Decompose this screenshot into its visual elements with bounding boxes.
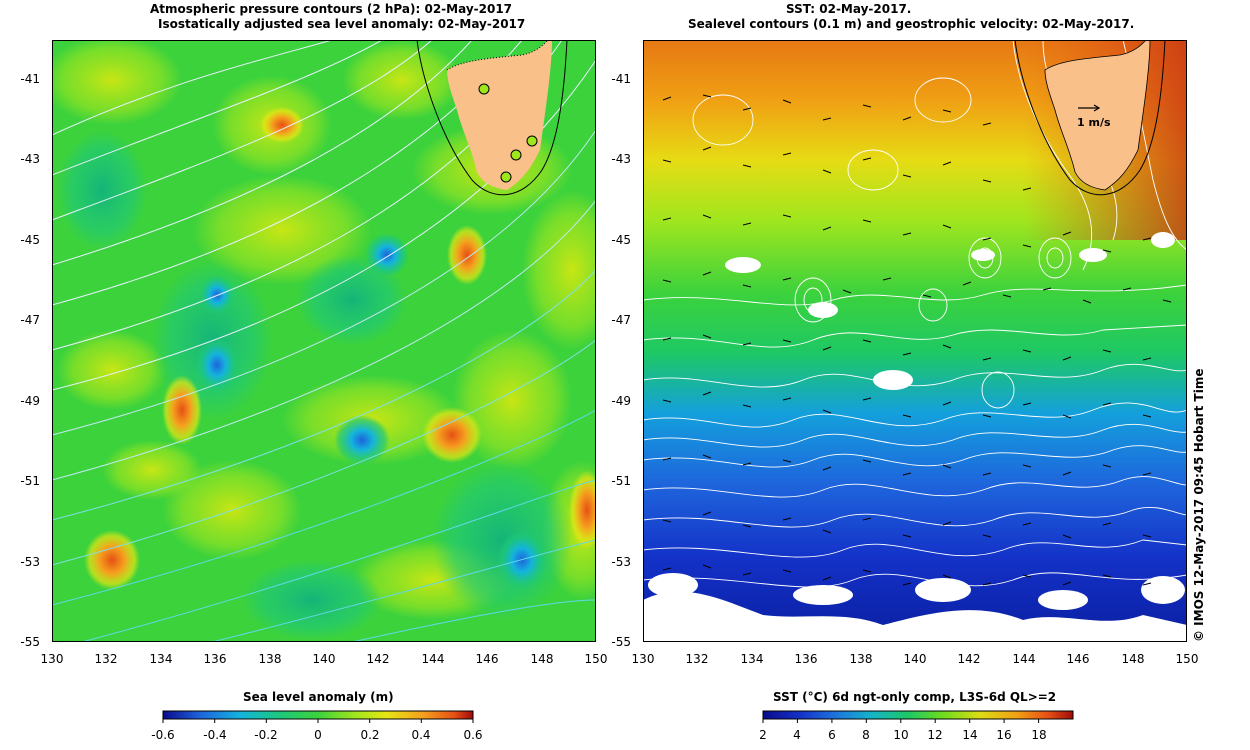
sst-cb-tick: 18 <box>1031 728 1047 742</box>
right-ytick: -43 <box>611 152 631 166</box>
sla-cb-tick: -0.2 <box>254 728 278 742</box>
sla-cb-tick: 0 <box>314 728 322 742</box>
sla-cb-tick: -0.4 <box>203 728 227 742</box>
sla-cb-tick: 0.2 <box>360 728 380 742</box>
right-xtick: 134 <box>740 652 764 666</box>
right-xtick: 142 <box>957 652 981 666</box>
sst-colorbar-label: SST (°C) 6d ngt-only comp, L3S-6d QL>=2 <box>773 690 1057 704</box>
right-ytick: -49 <box>611 394 631 408</box>
sst-cb-tick: 8 <box>862 728 870 742</box>
left-xtick: 140 <box>312 652 336 666</box>
credit-text: © IMOS 12-May-2017 09:45 Hobart Time <box>1192 368 1206 642</box>
sst-cb-tick: 10 <box>893 728 909 742</box>
left-xtick: 138 <box>258 652 282 666</box>
left-xtick: 146 <box>475 652 499 666</box>
left-ytick: -55 <box>20 635 40 649</box>
right-xtick: 140 <box>903 652 927 666</box>
right-xtick: 136 <box>794 652 818 666</box>
sst-cb-tick: 4 <box>793 728 801 742</box>
left-xtick: 148 <box>530 652 554 666</box>
sla-cb-tick: -0.6 <box>151 728 175 742</box>
left-ytick: -47 <box>20 313 40 327</box>
right-xtick: 146 <box>1066 652 1090 666</box>
sst-cb-tick: 6 <box>828 728 836 742</box>
left-xtick: 132 <box>94 652 118 666</box>
right-xtick: 150 <box>1175 652 1199 666</box>
sst-cb-tick: 12 <box>927 728 943 742</box>
left-xtick: 134 <box>149 652 173 666</box>
left-ytick: -49 <box>20 394 40 408</box>
sst-map: 1 m/s <box>643 40 1187 642</box>
right-ytick: -55 <box>611 635 631 649</box>
sla-anomaly-patches <box>52 40 596 640</box>
tasmania-land-sst <box>1014 40 1166 196</box>
velocity-scale-arrow <box>1078 104 1101 112</box>
right-xtick: 144 <box>1012 652 1036 666</box>
right-xtick: 138 <box>849 652 873 666</box>
left-ytick: -45 <box>20 233 40 247</box>
left-title-line1: Atmospheric pressure contours (2 hPa): 0… <box>150 2 513 16</box>
velocity-scale-label: 1 m/s <box>1077 116 1111 129</box>
left-title-line2: Isostatically adjusted sea level anomaly… <box>158 17 526 31</box>
tasmania-land <box>416 40 568 196</box>
sst-cb-tick: 2 <box>759 728 767 742</box>
right-xtick: 130 <box>631 652 655 666</box>
sea-level-anomaly-map <box>52 40 596 642</box>
right-xtick: 148 <box>1121 652 1145 666</box>
left-xtick: 142 <box>366 652 390 666</box>
velocity-arrows <box>662 94 1172 586</box>
right-xtick: 132 <box>685 652 709 666</box>
left-xtick: 144 <box>421 652 445 666</box>
right-ytick: -41 <box>611 72 631 86</box>
right-ytick: -53 <box>611 555 631 569</box>
left-ytick: -53 <box>20 555 40 569</box>
left-xtick: 136 <box>203 652 227 666</box>
tide-gauge-markers <box>478 83 538 183</box>
right-title-line1: SST: 02-May-2017. <box>786 2 912 16</box>
right-ytick: -51 <box>611 474 631 488</box>
sla-cb-tick: 0.6 <box>463 728 483 742</box>
sst-colorbar <box>762 710 1074 723</box>
left-xtick: 150 <box>584 652 608 666</box>
sla-cb-tick: 0.4 <box>411 728 431 742</box>
left-ytick: -43 <box>20 152 40 166</box>
right-ytick: -47 <box>611 313 631 327</box>
sst-cb-tick: 16 <box>996 728 1012 742</box>
sla-colorbar <box>162 710 474 723</box>
left-ytick: -41 <box>20 72 40 86</box>
sea-level-contours <box>643 40 1187 588</box>
left-ytick: -51 <box>20 474 40 488</box>
right-ytick: -45 <box>611 233 631 247</box>
sla-colorbar-label: Sea level anomaly (m) <box>243 690 394 704</box>
left-xtick: 130 <box>40 652 64 666</box>
right-title-line2: Sealevel contours (0.1 m) and geostrophi… <box>688 17 1135 31</box>
sst-cb-tick: 14 <box>962 728 978 742</box>
